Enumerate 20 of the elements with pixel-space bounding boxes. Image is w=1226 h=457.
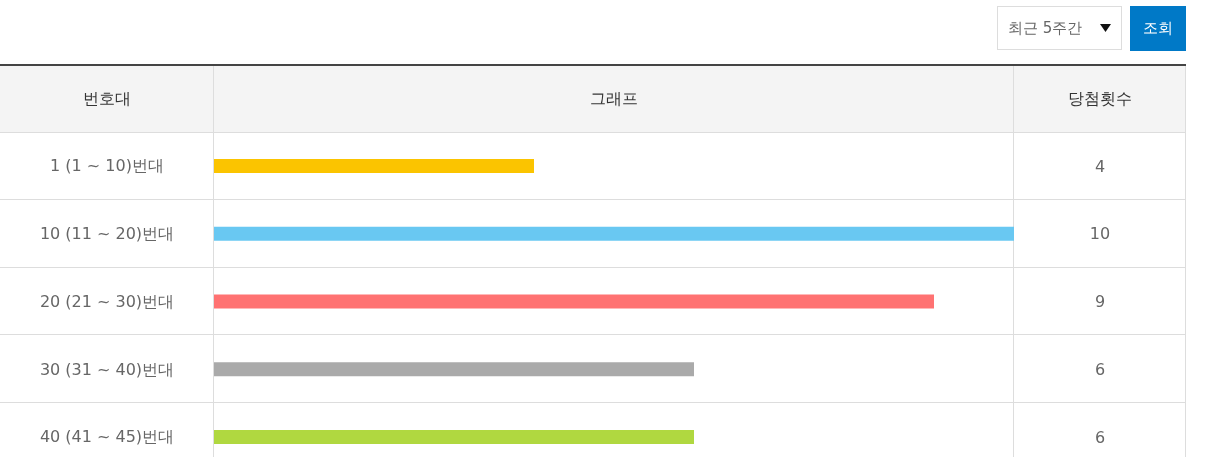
y-tick-label: 40 (41 ~ 45)번대 <box>39 427 175 447</box>
y-tick-label: 1 (1 ~ 10)번대 <box>50 156 164 176</box>
text: 최근 5주간 <box>1008 18 1083 38</box>
bar <box>214 294 934 309</box>
data-label: 6 <box>1094 359 1106 379</box>
data-label: 9 <box>1094 292 1106 311</box>
bar <box>214 226 1014 241</box>
y-tick-label: 20 (21 ~ 30)번대 <box>39 291 175 311</box>
bar <box>214 430 694 444</box>
bar <box>214 362 694 377</box>
bar <box>214 159 534 173</box>
chart-title: 그래프 <box>214 66 1014 132</box>
data-label: 6 <box>1094 427 1106 447</box>
data-label: 10 <box>1089 224 1111 244</box>
y-tick-label: 30 (31 ~ 40)번대 <box>39 359 175 379</box>
data-label: 4 <box>1094 156 1106 176</box>
text: 조회 <box>1143 19 1173 38</box>
y-tick-label: 10 (11 ~ 20)번대 <box>39 224 175 244</box>
x-axis-title: 당첨횟수 <box>1014 66 1186 132</box>
y-axis-title: 번호대 <box>0 66 214 132</box>
